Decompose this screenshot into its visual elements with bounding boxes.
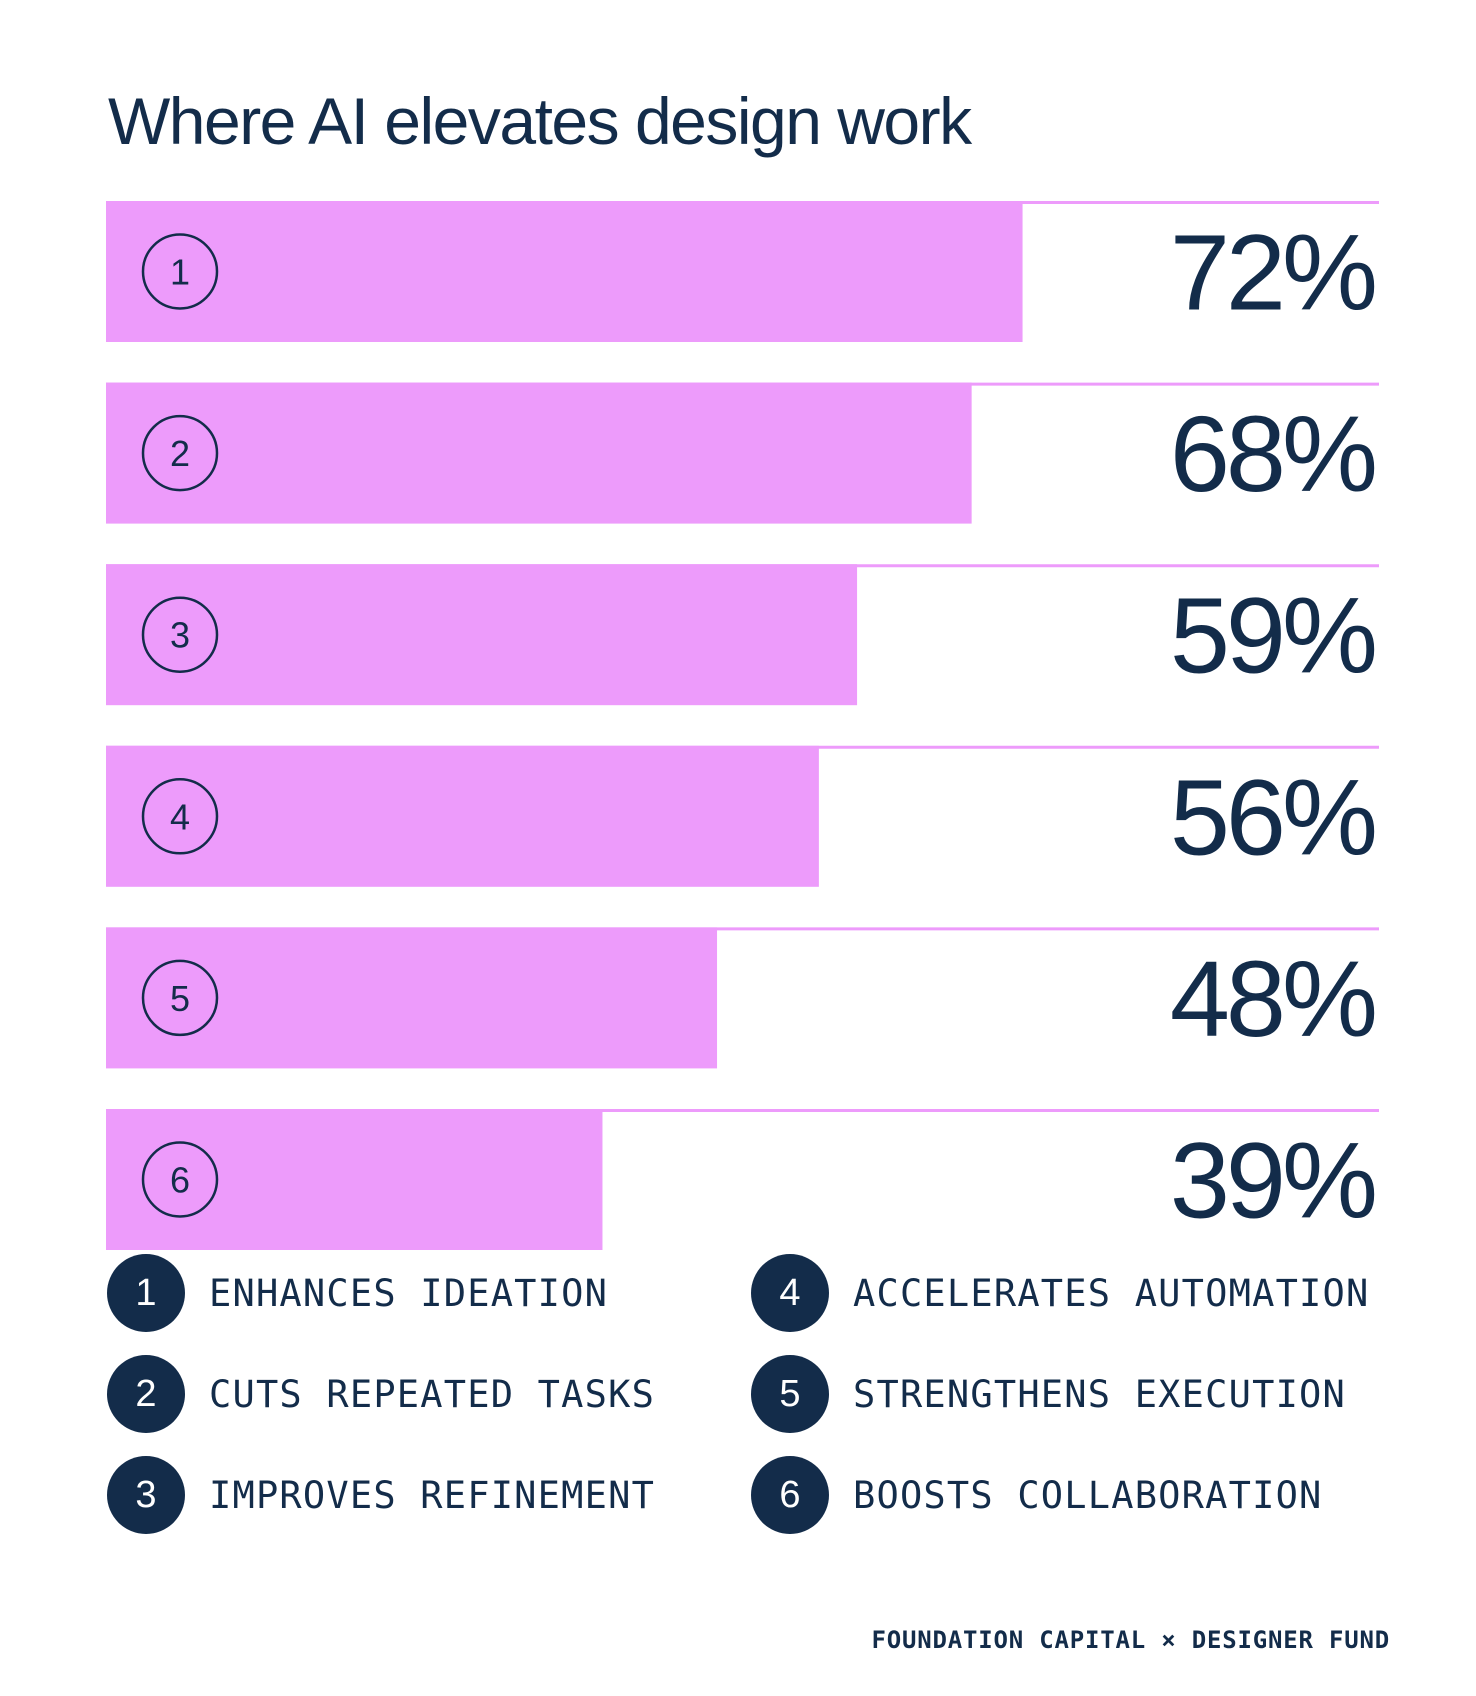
bar-number: 6 xyxy=(170,1160,190,1201)
bar-row: 6 39% xyxy=(106,1109,1379,1250)
bar-number-circle xyxy=(141,233,219,310)
bar-number: 5 xyxy=(170,978,190,1019)
value-label: 39% xyxy=(1170,1120,1375,1241)
bar-number: 3 xyxy=(170,615,190,656)
legend-number-badge: 6 xyxy=(751,1456,829,1534)
bar-row: 2 68% xyxy=(106,382,1379,524)
bar-number: 4 xyxy=(170,796,190,837)
legend-number-badge: 2 xyxy=(107,1355,185,1433)
bar xyxy=(106,382,972,524)
chart-title: Where AI elevates design work xyxy=(108,84,972,158)
legend-label: STRENGTHENS EXECUTION xyxy=(853,1372,1346,1416)
legend-label: CUTS REPEATED TASKS xyxy=(209,1372,656,1416)
legend-label: ENHANCES IDEATION xyxy=(209,1271,609,1315)
legend-number-badge: 5 xyxy=(751,1355,829,1433)
legend-label: ACCELERATES AUTOMATION xyxy=(853,1271,1370,1315)
legend-item: 2 CUTS REPEATED TASKS xyxy=(107,1355,655,1433)
value-label: 48% xyxy=(1170,938,1375,1059)
bar-row: 3 59% xyxy=(106,564,1379,706)
bar xyxy=(106,927,718,1069)
value-label: 56% xyxy=(1170,756,1375,877)
legend-item: 6 BOOSTS COLLABORATION xyxy=(751,1456,1323,1534)
bar-row: 1 72% xyxy=(106,201,1379,342)
legend-item: 4 ACCELERATES AUTOMATION xyxy=(751,1254,1369,1332)
bar-number-circle xyxy=(141,414,219,492)
legend-label: IMPROVES REFINEMENT xyxy=(209,1473,656,1517)
legend-number-badge: 4 xyxy=(751,1254,829,1332)
bar-row: 5 48% xyxy=(106,927,1379,1069)
bar-number-circle xyxy=(141,778,219,855)
value-label: 68% xyxy=(1170,393,1375,514)
bar-row: 4 56% xyxy=(106,745,1379,887)
value-label: 72% xyxy=(1170,212,1375,333)
bar xyxy=(106,1109,603,1250)
bar xyxy=(106,745,819,887)
value-label: 59% xyxy=(1170,575,1375,696)
legend-item: 3 IMPROVES REFINEMENT xyxy=(107,1456,655,1534)
bar-number: 1 xyxy=(170,252,190,293)
bar-number-circle xyxy=(141,1141,219,1218)
bar-number: 2 xyxy=(170,433,190,474)
legend-label: BOOSTS COLLABORATION xyxy=(853,1473,1323,1517)
bar xyxy=(106,201,1023,342)
legend-number-badge: 3 xyxy=(107,1456,185,1534)
bar-number-circle xyxy=(141,596,219,673)
legend-number-badge: 1 xyxy=(107,1254,185,1332)
legend-item: 5 STRENGTHENS EXECUTION xyxy=(751,1355,1346,1433)
legend-item: 1 ENHANCES IDEATION xyxy=(107,1254,608,1332)
bar xyxy=(106,564,858,706)
bar-number-circle xyxy=(141,959,219,1037)
footer-credit: FOUNDATION CAPITAL × DESIGNER FUND xyxy=(871,1626,1390,1654)
